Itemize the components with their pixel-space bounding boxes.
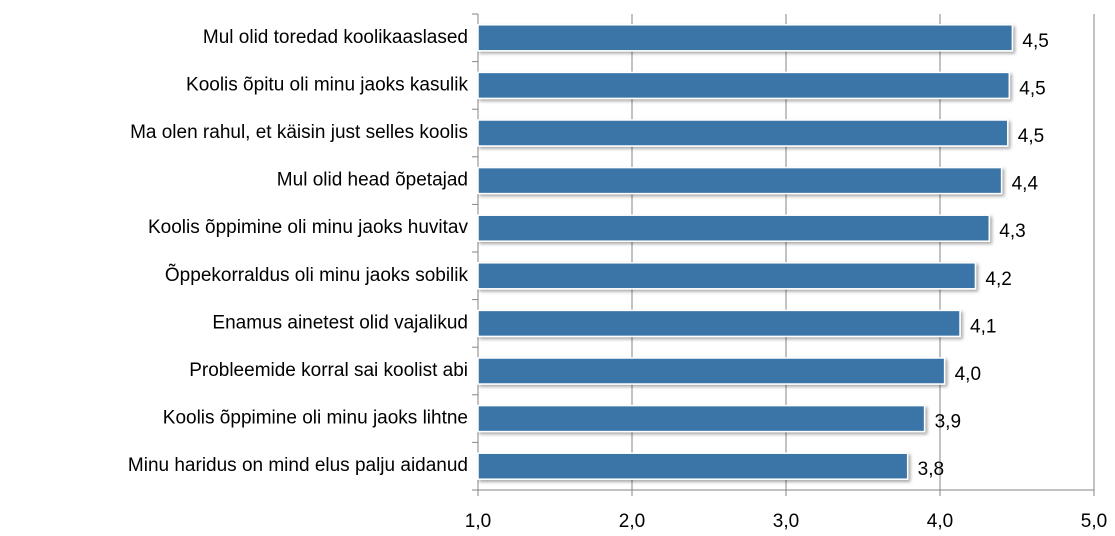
bar <box>477 309 961 338</box>
bar <box>477 71 1011 100</box>
x-tick-label: 5,0 <box>1081 511 1107 532</box>
bar <box>477 452 909 480</box>
data-label: 4,4 <box>1012 174 1039 195</box>
data-label: 4,0 <box>955 364 981 385</box>
bar <box>477 262 977 290</box>
data-label: 4,5 <box>1018 126 1044 147</box>
y-tick-label: Mul olid head õpetajad <box>277 170 468 191</box>
x-tick-label: 3,0 <box>773 511 799 532</box>
y-tick-label: Koolis õppimine oli minu jaoks lihtne <box>163 408 468 429</box>
y-tick-label: Enamus ainetest olid vajalikud <box>212 312 468 333</box>
bar <box>477 357 946 385</box>
y-tick-label: Mul olid toredad koolikaaslased <box>203 27 468 48</box>
data-label: 4,2 <box>985 269 1011 290</box>
y-tick-label: Probleemide korral sai koolist abi <box>189 360 468 381</box>
x-tick-label: 1,0 <box>465 511 491 532</box>
x-tick-label: 2,0 <box>619 511 645 532</box>
x-tick-label: 4,0 <box>927 511 953 532</box>
bar <box>477 214 991 242</box>
bar <box>477 119 1009 147</box>
data-label: 4,5 <box>1019 78 1045 99</box>
y-tick-label: Minu haridus on mind elus palju aidanud <box>128 455 468 476</box>
data-label: 4,5 <box>1022 31 1048 52</box>
data-label: 3,9 <box>935 412 961 433</box>
data-label: 4,1 <box>970 316 996 337</box>
y-tick-label: Koolis õpitu oli minu jaoks kasulik <box>186 74 468 95</box>
bar <box>477 404 926 433</box>
data-label: 3,8 <box>918 459 944 480</box>
y-tick-label: Õppekorraldus oli minu jaoks sobilik <box>165 264 469 286</box>
data-label: 4,3 <box>999 221 1025 242</box>
bar <box>477 166 1003 195</box>
y-tick-label: Ma olen rahul, et käisin just selles koo… <box>130 122 468 143</box>
bar <box>477 24 1014 52</box>
y-tick-label: Koolis õppimine oli minu jaoks huvitav <box>148 217 468 238</box>
